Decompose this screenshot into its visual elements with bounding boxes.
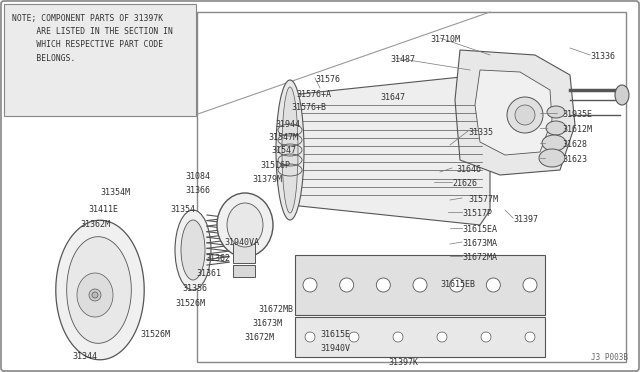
Text: 31935E: 31935E [562, 110, 592, 119]
Circle shape [507, 97, 543, 133]
Text: 31673MA: 31673MA [462, 239, 497, 248]
Text: 31547: 31547 [271, 146, 296, 155]
Polygon shape [290, 75, 490, 225]
Circle shape [486, 278, 500, 292]
Circle shape [305, 332, 315, 342]
Bar [233, 265, 255, 277]
Text: 31940VA: 31940VA [224, 238, 259, 247]
Polygon shape [77, 273, 113, 317]
Circle shape [413, 278, 427, 292]
Text: 31397: 31397 [513, 215, 538, 224]
Circle shape [349, 332, 359, 342]
Text: 31612M: 31612M [562, 125, 592, 134]
Ellipse shape [542, 135, 566, 151]
Text: 31516P: 31516P [260, 161, 290, 170]
Circle shape [92, 292, 98, 298]
Ellipse shape [227, 203, 263, 247]
Ellipse shape [546, 121, 566, 135]
Text: 31672MA: 31672MA [462, 253, 497, 262]
Text: NOTE; COMPONENT PARTS OF 31397K
     ARE LISTED IN THE SECTION IN
     WHICH RES: NOTE; COMPONENT PARTS OF 31397K ARE LIST… [12, 14, 173, 62]
Polygon shape [56, 220, 144, 360]
Text: 31526M: 31526M [175, 299, 205, 308]
Text: 31940V: 31940V [320, 344, 350, 353]
Circle shape [89, 289, 101, 301]
Text: 31672M: 31672M [244, 333, 274, 342]
Circle shape [450, 278, 463, 292]
Text: 31944: 31944 [275, 120, 300, 129]
Circle shape [515, 105, 535, 125]
Text: 31526M: 31526M [140, 330, 170, 339]
Text: 31576+A: 31576+A [296, 90, 331, 99]
Text: 31362M: 31362M [80, 220, 110, 229]
Bar [295, 255, 545, 315]
Text: 31615E: 31615E [320, 330, 350, 339]
Ellipse shape [175, 210, 211, 290]
Text: 31517P: 31517P [462, 209, 492, 218]
Text: 31615EB: 31615EB [440, 280, 475, 289]
Polygon shape [67, 237, 131, 343]
Text: 31411E: 31411E [88, 205, 118, 214]
Circle shape [525, 332, 535, 342]
Text: 31336: 31336 [590, 52, 615, 61]
Text: 31672MB: 31672MB [258, 305, 293, 314]
Polygon shape [475, 70, 552, 155]
Text: 31623: 31623 [562, 155, 587, 164]
Text: 21626: 21626 [452, 179, 477, 188]
Text: 31397K: 31397K [388, 358, 418, 367]
Text: 31710M: 31710M [430, 35, 460, 44]
Polygon shape [455, 50, 575, 175]
Text: 31615EA: 31615EA [462, 225, 497, 234]
Text: 31366: 31366 [185, 186, 210, 195]
Circle shape [376, 278, 390, 292]
Circle shape [303, 278, 317, 292]
Text: 31576: 31576 [315, 75, 340, 84]
Ellipse shape [181, 220, 205, 280]
Circle shape [481, 332, 491, 342]
Text: 31362: 31362 [205, 254, 230, 263]
Text: 31354M: 31354M [100, 188, 130, 197]
Text: 31084: 31084 [185, 172, 210, 181]
Text: 31576+B: 31576+B [291, 103, 326, 112]
Text: J3 P003B: J3 P003B [591, 353, 628, 362]
Bar [233, 243, 255, 263]
Text: 31344: 31344 [72, 352, 97, 361]
Circle shape [393, 332, 403, 342]
Text: 31577M: 31577M [468, 195, 498, 204]
Circle shape [340, 278, 354, 292]
Text: 31356: 31356 [182, 284, 207, 293]
Ellipse shape [539, 149, 565, 167]
Ellipse shape [276, 80, 304, 220]
Text: 31673M: 31673M [252, 319, 282, 328]
Text: 31547M: 31547M [268, 133, 298, 142]
Text: 31647: 31647 [380, 93, 405, 102]
Text: 31628: 31628 [562, 140, 587, 149]
Text: 31335: 31335 [468, 128, 493, 137]
Bar [295, 317, 545, 357]
Ellipse shape [282, 87, 298, 213]
Text: 31361: 31361 [196, 269, 221, 278]
Circle shape [523, 278, 537, 292]
Circle shape [437, 332, 447, 342]
Text: 31487: 31487 [390, 55, 415, 64]
Text: 31646: 31646 [456, 165, 481, 174]
Ellipse shape [217, 193, 273, 257]
Text: 31354: 31354 [170, 205, 195, 214]
FancyBboxPatch shape [4, 4, 196, 116]
Ellipse shape [615, 85, 629, 105]
Polygon shape [197, 12, 626, 362]
Text: 31379M: 31379M [252, 175, 282, 184]
Ellipse shape [547, 106, 565, 118]
